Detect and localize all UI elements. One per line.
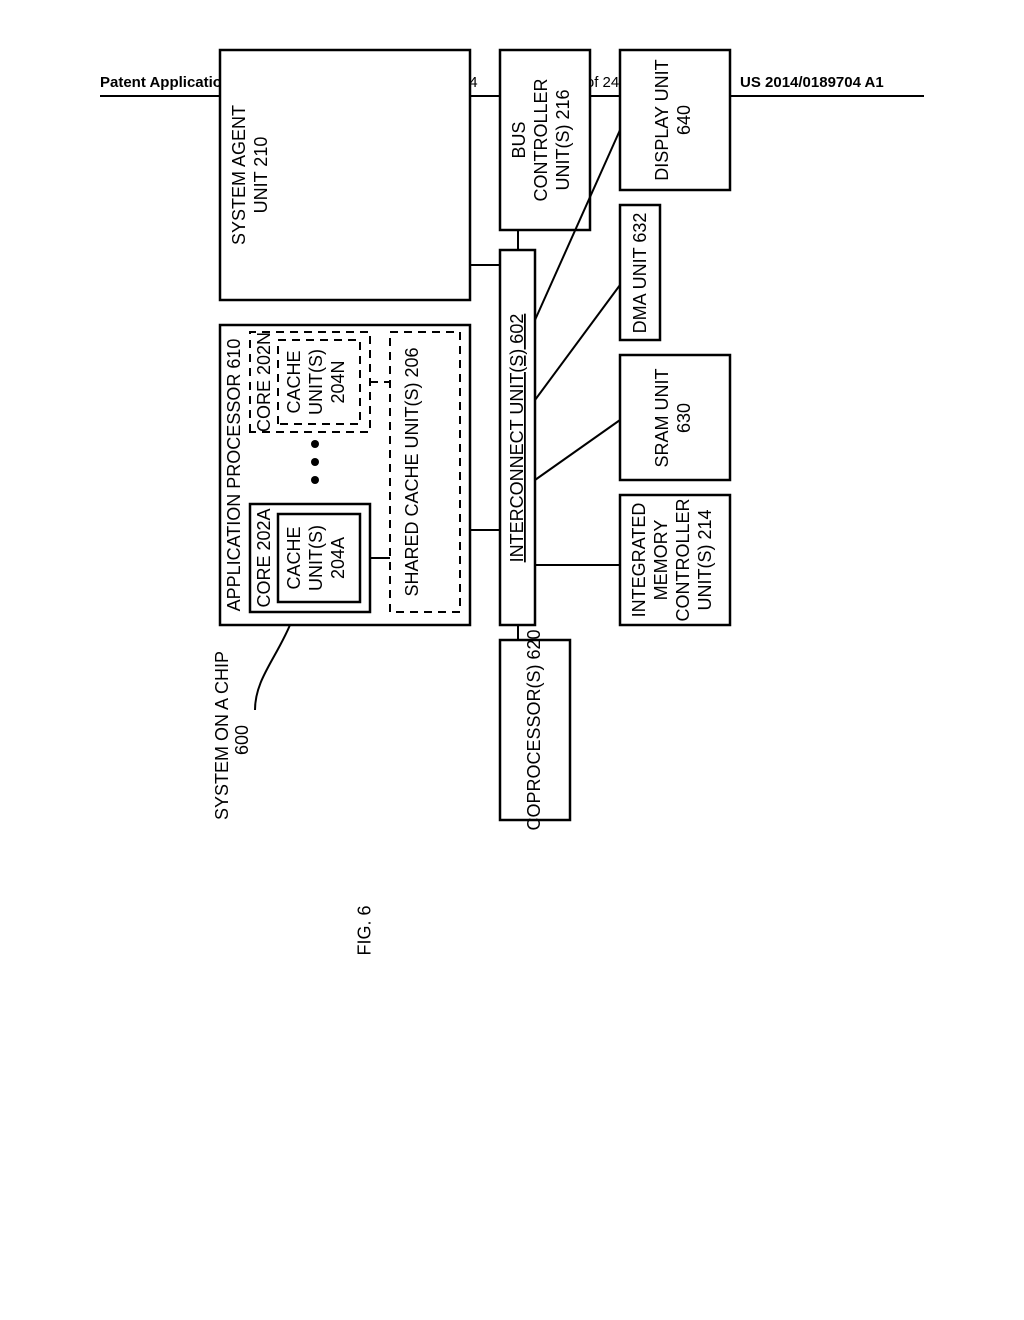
dma-label: DMA UNIT 632: [630, 213, 650, 334]
diagram: SYSTEM ON A CHIP 600 APPLICATION PROCESS…: [200, 230, 1000, 830]
system-agent-l1: SYSTEM AGENT: [229, 105, 249, 245]
soc-label-1: SYSTEM ON A CHIP: [212, 651, 232, 820]
soc-label-2: 600: [232, 725, 252, 755]
ellipsis-dot: [311, 458, 319, 466]
sram-l2: 630: [674, 403, 694, 433]
cache-n-l3: 204N: [328, 360, 348, 403]
core-a-label: CORE 202A: [254, 508, 274, 607]
imc-l3: CONTROLLER: [673, 498, 693, 621]
ellipsis-dot: [311, 440, 319, 448]
imc-l2: MEMORY: [651, 520, 671, 601]
conn-sram: [535, 420, 620, 480]
system-agent-l2: UNIT 210: [251, 137, 271, 214]
imc-l4: UNIT(S) 214: [695, 509, 715, 610]
conn-dma: [535, 285, 620, 400]
page: Patent Application Publication Jul. 3, 2…: [0, 0, 1024, 1320]
diagram-svg: SYSTEM ON A CHIP 600 APPLICATION PROCESS…: [200, 30, 800, 830]
app-processor-label: APPLICATION PROCESSOR 610: [224, 339, 244, 612]
cache-a-l1: CACHE: [284, 526, 304, 589]
imc-l1: INTEGRATED: [629, 503, 649, 618]
cache-a-l3: 204A: [328, 537, 348, 579]
cache-n-l2: UNIT(S): [306, 349, 326, 415]
interconnect-label: INTERCONNECT UNIT(S) 602: [507, 314, 527, 563]
display-l1: DISPLAY UNIT: [652, 59, 672, 180]
bus-controller-l3: UNIT(S) 216: [553, 89, 573, 190]
soc-leader: [255, 625, 290, 710]
cache-n-l1: CACHE: [284, 350, 304, 413]
cache-a-l2: UNIT(S): [306, 525, 326, 591]
ellipsis-dot: [311, 476, 319, 484]
display-l2: 640: [674, 105, 694, 135]
core-n-label: CORE 202N: [254, 332, 274, 432]
figure-label: FIG. 6: [355, 905, 376, 955]
bus-controller-l1: BUS: [509, 121, 529, 158]
bus-controller-l2: CONTROLLER: [531, 78, 551, 201]
sram-l1: SRAM UNIT: [652, 368, 672, 467]
shared-cache-label: SHARED CACHE UNIT(S) 206: [402, 347, 422, 596]
coprocessor-label: COPROCESSOR(S) 620: [524, 629, 544, 830]
